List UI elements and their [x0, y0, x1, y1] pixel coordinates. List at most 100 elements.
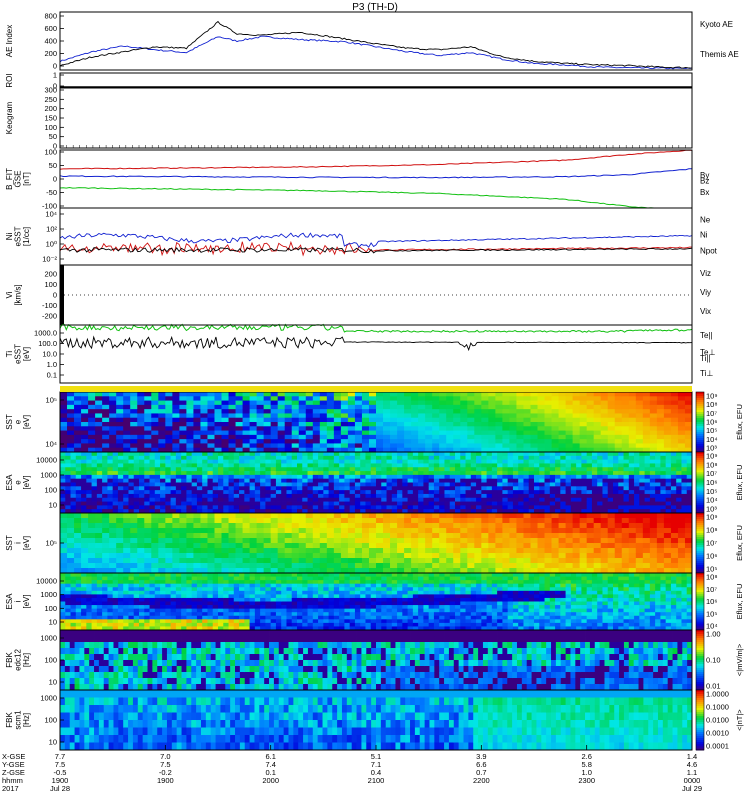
sst_i-ylabel: SST	[5, 535, 14, 551]
sst_e-cbar-tick: 10⁴	[706, 435, 718, 444]
xaxis-label: 0.1	[265, 768, 275, 777]
fbk_e-spectrogram	[60, 630, 693, 691]
ae-series-themis-ae	[59, 20, 693, 69]
legend-viz: Viz	[700, 269, 711, 278]
xaxis-label: Jul 29	[682, 784, 702, 793]
esa_e-colorbar	[695, 451, 705, 514]
ae-ytick: 400	[44, 37, 57, 46]
legend-te: Te||	[700, 331, 713, 340]
sst_e-cbar-tick: 10³	[706, 444, 717, 453]
temperature-ytick: 1000.0	[34, 329, 57, 338]
esa_i-cbar-tick: 10⁷	[706, 585, 717, 594]
roi-ylabel: ROI	[5, 73, 14, 87]
density-ylabel: Ni	[5, 233, 14, 241]
keogram-ytick: 150	[44, 114, 57, 123]
esa_i-ytick: 10	[49, 618, 57, 627]
keogram-ytick: 100	[44, 123, 57, 132]
sst_e-ylabel: SST	[5, 414, 14, 430]
fbk_e-cbar-label: <|mV/m|>	[735, 643, 744, 676]
fbk_b-cbar-tick: 0.0001	[706, 742, 729, 751]
xaxis-label: 0.7	[476, 768, 486, 777]
xaxis-label: 7.4	[265, 760, 275, 769]
xaxis-row-label: 2017	[2, 784, 19, 793]
xaxis-label: 7.5	[160, 760, 170, 769]
keogram-ytick: 300	[44, 86, 57, 95]
esa_e-cbar-tick: 10⁷	[706, 469, 717, 478]
fbk_b-ytick: 1000	[40, 694, 57, 703]
xaxis-label: 1900	[52, 776, 69, 785]
esa_i-cbar-tick: 10⁵	[706, 609, 717, 618]
xaxis-label: 0000	[684, 776, 701, 785]
xaxis-label: 7.1	[371, 760, 381, 769]
sst_e-ytick: 10⁴	[45, 440, 57, 449]
fbk_e-ylabel: [Hz]	[22, 653, 31, 667]
fbk_e-ylabel: FBK	[5, 652, 14, 668]
sst_e-cbar-tick: 10⁸	[706, 400, 718, 409]
fbk_b-cbar-tick: 1.0000	[706, 690, 729, 699]
fbk_b-cbar-label: <|nT|>	[735, 709, 744, 731]
esa_i-ylabel: i	[14, 600, 23, 602]
xaxis-label: 1.0	[581, 768, 591, 777]
velocity-ytick: -200	[42, 312, 57, 321]
sst_i-cbar-tick: 10⁷	[706, 539, 717, 548]
esa_i-cbar-tick: 10⁸	[706, 573, 718, 582]
legend-bx: Bx	[700, 188, 709, 197]
fbk_b-cbar-tick: 0.0010	[706, 729, 729, 738]
keogram-ytick: 250	[44, 95, 57, 104]
xaxis-label: 6.6	[476, 760, 486, 769]
esa_e-cbar-tick: 10⁸	[706, 460, 718, 469]
xaxis-label: 5.1	[371, 752, 381, 761]
bfield-ytick: -100	[42, 202, 57, 211]
esa_i-ytick: 100	[44, 604, 57, 613]
esa_i-colorbar	[695, 572, 705, 631]
xaxis-label: 7.0	[160, 752, 170, 761]
sst_i-cbar-label: Eflux, EFU	[735, 525, 744, 561]
temperature-ytick: 1.0	[47, 360, 57, 369]
legend-bz: Bz	[700, 177, 709, 186]
roi-ytick: 1	[53, 71, 57, 80]
xaxis-label: 3.9	[476, 752, 486, 761]
esa_e-cbar-tick: 10⁹	[706, 452, 718, 461]
velocity-ytick: 100	[44, 280, 57, 289]
sst_i-colorbar	[695, 512, 705, 574]
sst_i-spectrogram	[60, 513, 693, 574]
fbk_b-ylabel: [Hz]	[22, 713, 31, 727]
esa_e-ytick: 100	[44, 486, 57, 495]
velocity-ylabel: [km/s]	[14, 284, 23, 305]
temperature-series-ti-par	[59, 323, 693, 333]
sst_i-ytick: 10⁵	[46, 539, 57, 548]
xaxis-label: 1.4	[687, 752, 697, 761]
fbk_e-cbar-tick: 1.00	[706, 630, 721, 639]
legend-themis-ae: Themis AE	[700, 50, 739, 59]
temperature-ytick: 100.0	[38, 339, 57, 348]
bfield-ylabel: GSE	[14, 171, 23, 188]
fbk_b-cbar-tick: 0.1000	[706, 703, 729, 712]
fbk_e-ytick: 1000	[40, 634, 57, 643]
esa_e-spectrogram	[60, 452, 693, 514]
esa_i-ytick: 10000	[36, 577, 57, 586]
esa_e-ytick: 10000	[36, 456, 57, 465]
ae-ylabel: AE Index	[5, 25, 14, 57]
velocity-ytick: 0	[53, 291, 57, 300]
bfield-ytick: 50	[49, 161, 57, 170]
density-ytick: 10⁴	[45, 210, 57, 219]
bfield-ylabel: B_FIT	[5, 168, 14, 190]
fbk_e-ytick: 10	[49, 678, 57, 687]
density-ytick: 10⁰	[46, 240, 57, 249]
legend-ne: Ne	[700, 215, 711, 224]
bfield-series-bx	[59, 186, 692, 209]
temperature-ylabel: eSST	[14, 344, 23, 364]
esa_i-ytick: 1000	[40, 590, 57, 599]
velocity-ylabel: Vi	[5, 291, 14, 298]
ae-ytick: 200	[44, 49, 57, 58]
xaxis-label: Jul 28	[50, 784, 70, 793]
density-ylabel: [1/cc]	[22, 227, 31, 246]
roi-panel-frame	[59, 72, 693, 89]
esa_i-ylabel: ESA	[5, 593, 14, 610]
ae-ytick: 600	[44, 24, 57, 33]
legend-kyoto-ae: Kyoto AE	[700, 20, 733, 29]
keogram-panel-frame	[59, 87, 693, 149]
temperature-panel-frame	[59, 324, 693, 384]
ae-ytick: 0	[53, 62, 57, 71]
